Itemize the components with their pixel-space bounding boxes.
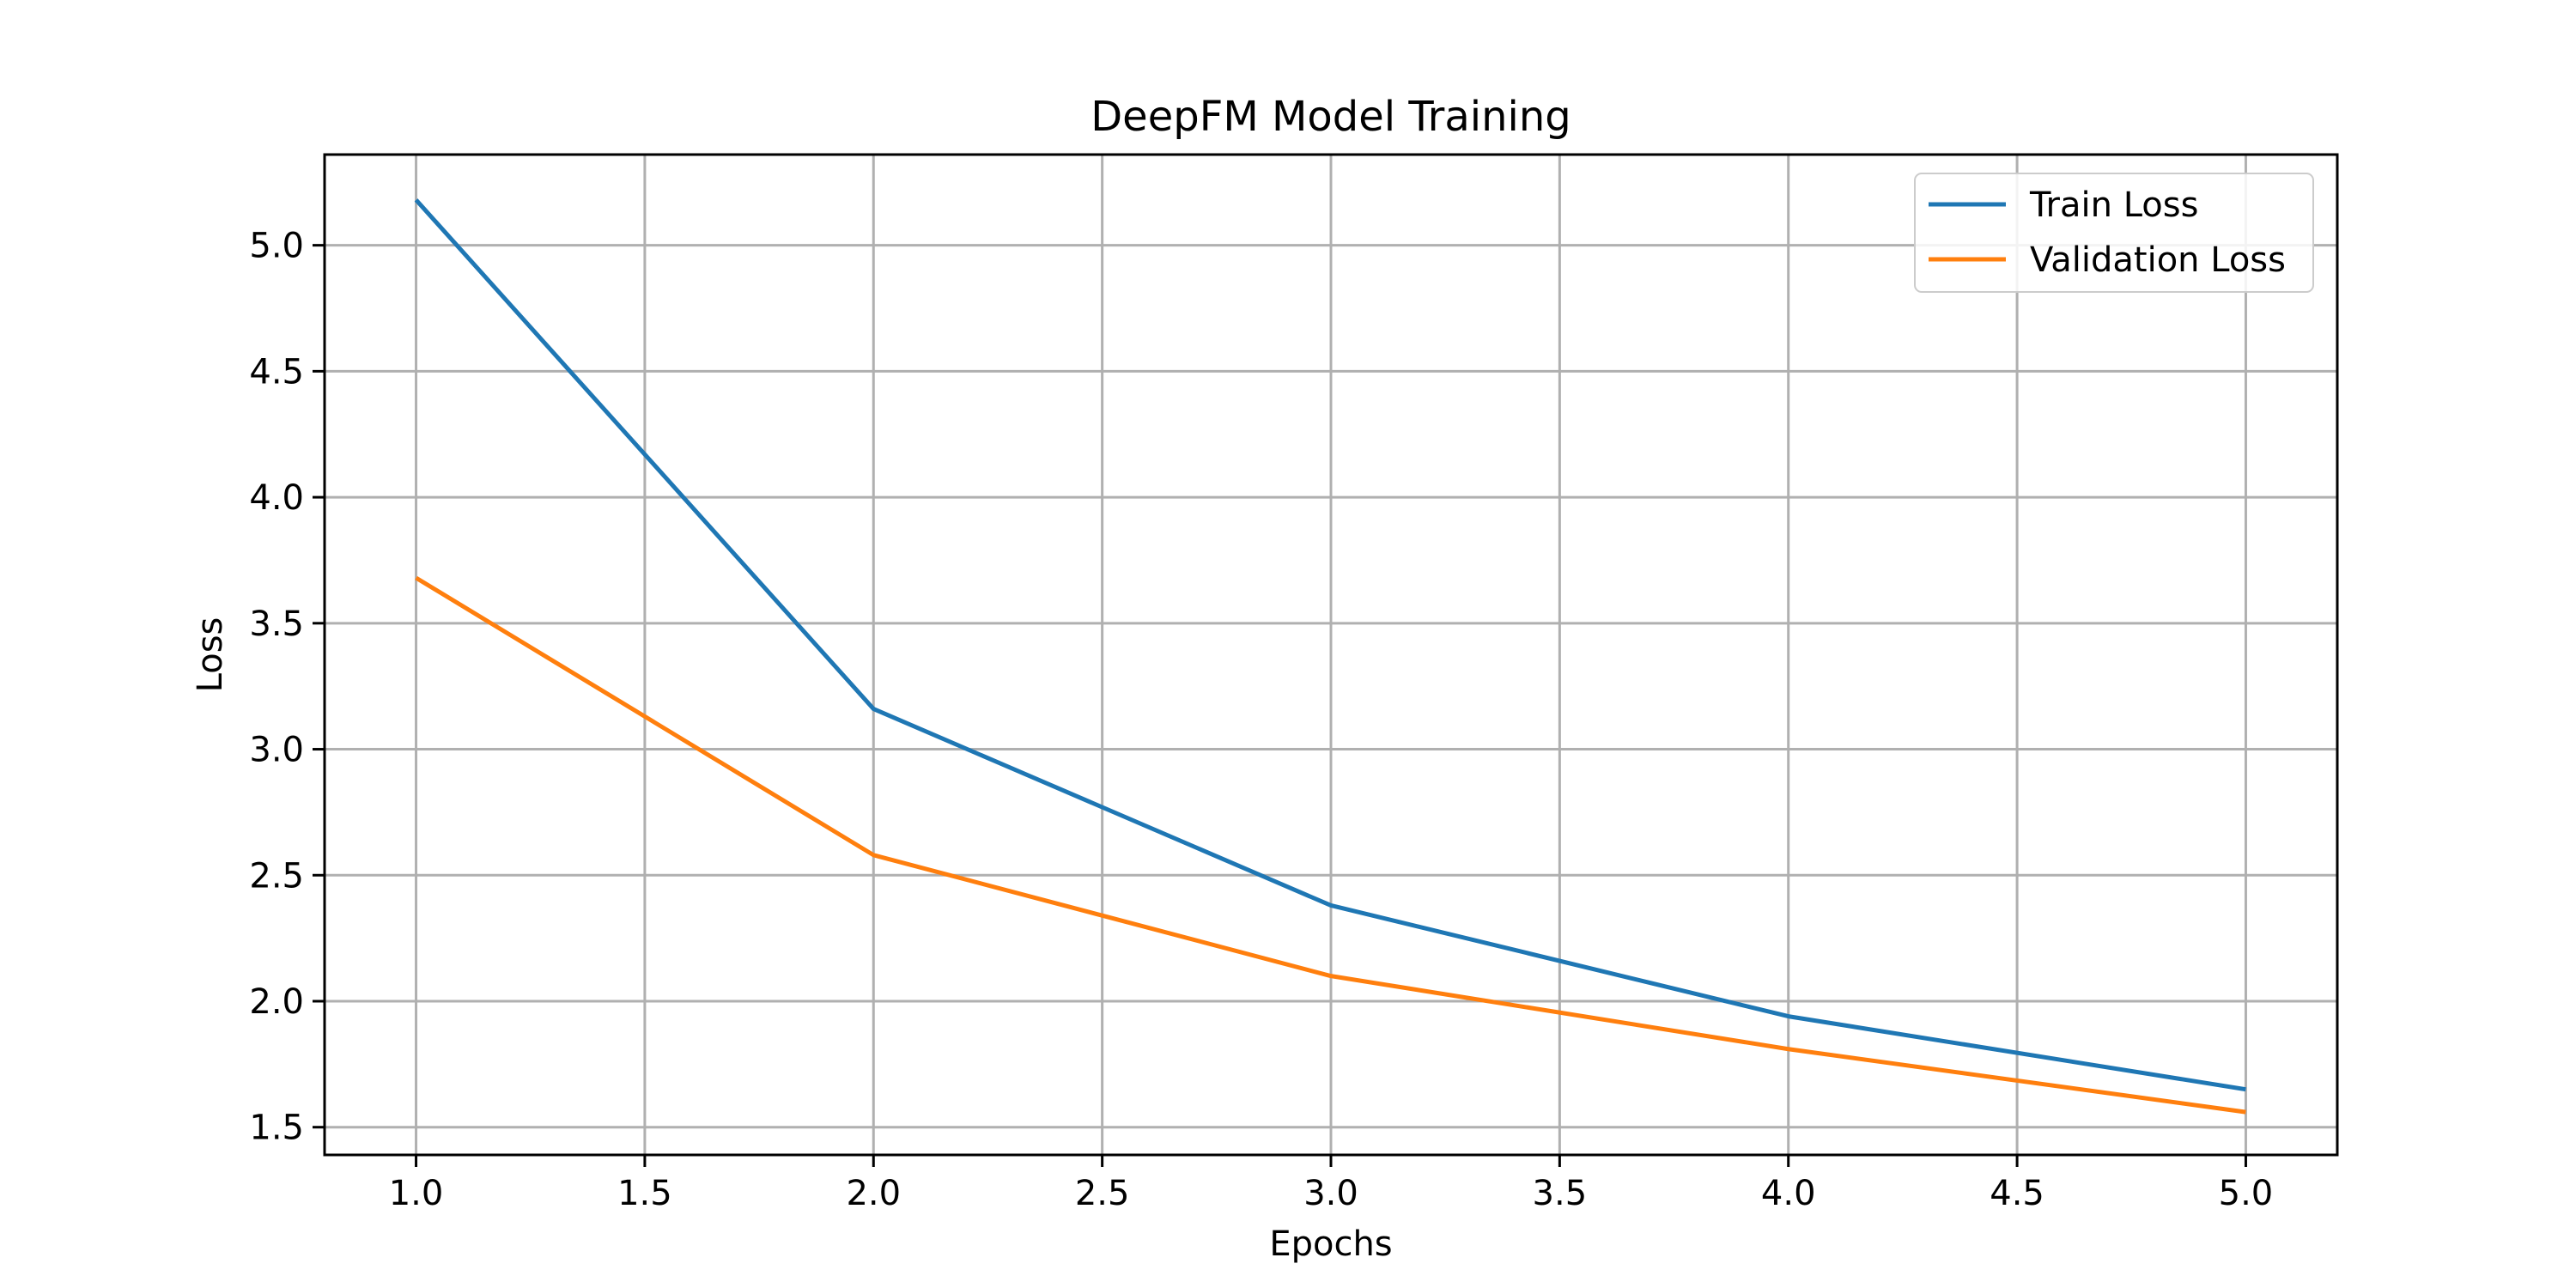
legend: Train Loss Validation Loss <box>1914 173 2314 293</box>
x-tick-label: 3.5 <box>1533 1174 1588 1213</box>
y-tick-label: 3.5 <box>249 605 304 644</box>
x-tick-label: 4.5 <box>1990 1174 2044 1213</box>
y-tick-label: 1.5 <box>249 1109 304 1148</box>
x-tick-label: 5.0 <box>2219 1174 2274 1213</box>
y-tick-label: 3.0 <box>249 731 304 770</box>
chart-title: DeepFM Model Training <box>1091 93 1571 141</box>
x-tick-label: 4.0 <box>1761 1174 1816 1213</box>
x-tick-label: 3.0 <box>1303 1174 1358 1213</box>
grid-lines <box>325 155 2337 1155</box>
x-tick-label: 1.0 <box>389 1174 444 1213</box>
legend-label-validation-loss: Validation Loss <box>2030 240 2286 280</box>
axis-ticks <box>313 244 2247 1167</box>
x-tick-label: 2.0 <box>846 1174 901 1213</box>
x-axis-label: Epochs <box>1269 1224 1392 1264</box>
x-tick-label: 1.5 <box>617 1174 672 1213</box>
series-lines <box>414 198 2246 1115</box>
y-tick-label: 4.0 <box>249 478 304 518</box>
x-tick-label: 2.5 <box>1075 1174 1130 1213</box>
y-tick-label: 5.0 <box>249 227 304 266</box>
legend-box <box>1914 173 2314 293</box>
y-tick-label: 2.5 <box>249 856 304 896</box>
series-line-validation-loss <box>415 575 2246 1115</box>
series-line-train-loss <box>414 198 2246 1092</box>
y-axis-label: Loss <box>191 617 230 693</box>
legend-label-train-loss: Train Loss <box>2029 185 2198 225</box>
y-tick-label: 4.5 <box>249 352 304 392</box>
tick-labels: 1.0 1.5 2.0 2.5 3.0 3.5 4.0 4.5 5.0 1.5 2.0 2.5 3.0 3… <box>249 227 2273 1213</box>
y-tick-label: 2.0 <box>249 982 304 1022</box>
